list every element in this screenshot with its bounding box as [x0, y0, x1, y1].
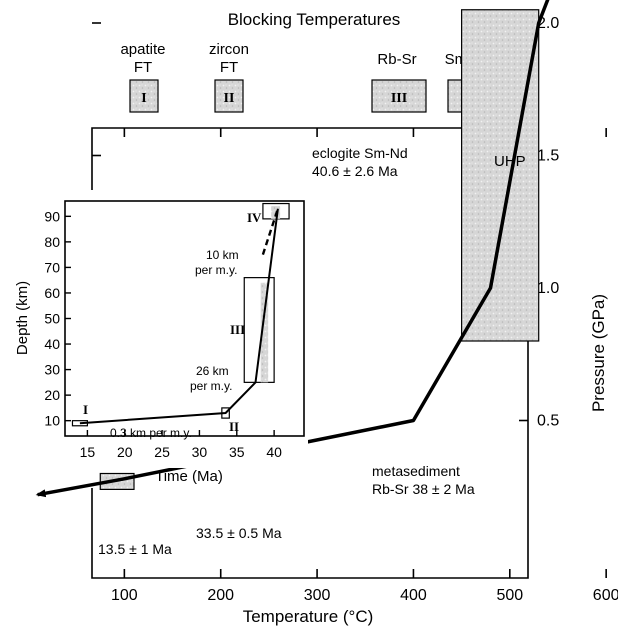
- blocking-name-bottom: FT: [134, 59, 152, 76]
- inset-y-tick-label: 20: [44, 387, 60, 403]
- zircon-age-label: 33.5 ± 0.5 Ma: [196, 525, 282, 541]
- blocking-numeral: II: [224, 91, 235, 106]
- blocking-numeral: III: [391, 91, 407, 106]
- main-x-axis-label: Temperature (°C): [243, 607, 374, 626]
- inset-x-axis-label: Time (Ma): [155, 468, 223, 485]
- inset-x-tick-label: 25: [154, 444, 170, 460]
- inset-y-tick-label: 50: [44, 311, 60, 327]
- blocking-box: [129, 79, 159, 113]
- metasediment-label-line2: Rb-Sr 38 ± 2 Ma: [372, 481, 475, 497]
- blocking-system-III: Rb-Sr III: [371, 51, 427, 113]
- rate-mid-line1: 26 km: [196, 364, 229, 378]
- inset-y-tick-label: 90: [44, 208, 60, 224]
- inset-x-tick-label: 35: [229, 444, 245, 460]
- main-x-tick-label: 200: [207, 587, 234, 604]
- main-x-tick-label: 400: [400, 587, 427, 604]
- main-box-metasediment-rb-sr: [461, 9, 540, 342]
- blocking-numeral: I: [141, 91, 146, 106]
- blocking-name-top: zircon: [209, 41, 249, 58]
- eclogite-label-line1: eclogite Sm-Nd: [312, 145, 408, 161]
- uhp-label: UHP: [494, 153, 526, 170]
- main-x-tick-label: 600: [593, 587, 618, 604]
- inset-box-iii: [243, 277, 275, 383]
- blocking-name-top: apatite: [120, 41, 165, 58]
- main-y-tick-label: 0.5: [537, 413, 559, 430]
- main-pt-path: [35, 0, 550, 498]
- blocking-name-top: Rb-Sr: [377, 51, 416, 68]
- inset-y-ticks: 10 20 30 40 50 60 70 80 90: [44, 208, 71, 429]
- inset-x-tick-label: 40: [266, 444, 282, 460]
- main-plot-frame: [91, 127, 529, 579]
- rate-low-label: 0.3 km per m.y.: [110, 426, 192, 440]
- inset-depth-path: [79, 208, 279, 425]
- inset-y-tick-label: 60: [44, 285, 60, 301]
- inset-label-II: II: [229, 419, 239, 434]
- blocking-box: [371, 79, 427, 113]
- inset-y-axis-label: Depth (km): [14, 281, 31, 355]
- rate-mid-line2: per m.y.: [190, 379, 232, 393]
- eclogite-label-line2: 40.6 ± 2.6 Ma: [312, 163, 398, 179]
- blocking-title: Blocking Temperatures: [228, 10, 401, 29]
- inset-label-IV: IV: [247, 210, 262, 225]
- inset-label-I: I: [83, 402, 88, 417]
- inset-y-tick-label: 70: [44, 259, 60, 275]
- inset-label-III: III: [230, 322, 245, 337]
- inset-y-tick-label: 40: [44, 336, 60, 352]
- main-x-tick-label: 300: [304, 587, 331, 604]
- inset-y-tick-label: 10: [44, 413, 60, 429]
- apatite-age-label: 13.5 ± 1 Ma: [98, 541, 172, 557]
- inset-x-tick-label: 20: [117, 444, 133, 460]
- main-x-tick-label: 100: [111, 587, 138, 604]
- metasediment-label-line1: metasediment: [372, 463, 460, 479]
- inset-x-ticks: 15 20 25 30 35 40: [80, 430, 282, 460]
- blocking-system-I: apatite FT I: [120, 41, 166, 113]
- inset-x-tick-label: 30: [192, 444, 208, 460]
- rate-top-line1: 10 km: [206, 248, 239, 262]
- main-y-tick-label: 1.0: [537, 280, 559, 297]
- inset-box-III-band: [260, 282, 269, 383]
- blocking-box: [214, 79, 244, 113]
- blocking-name-bottom: FT: [220, 59, 238, 76]
- inset-x-tick-label: 15: [80, 444, 96, 460]
- inset-y-tick-label: 30: [44, 362, 60, 378]
- inset-depth-path-dashed: [261, 208, 280, 255]
- main-x-tick-label: 500: [496, 587, 523, 604]
- main-y-axis-label: Pressure (GPa): [589, 294, 608, 412]
- main-y-tick-label: 2.0: [537, 15, 559, 32]
- main-y-tick-label: 1.5: [537, 148, 559, 165]
- blocking-system-II: zircon FT II: [209, 41, 249, 113]
- main-y-ticks: 0.51.01.52.02.5: [92, 15, 559, 430]
- inset-y-tick-label: 80: [44, 234, 60, 250]
- rate-top-line2: per m.y.: [195, 263, 237, 277]
- main-boxes: [99, 9, 540, 490]
